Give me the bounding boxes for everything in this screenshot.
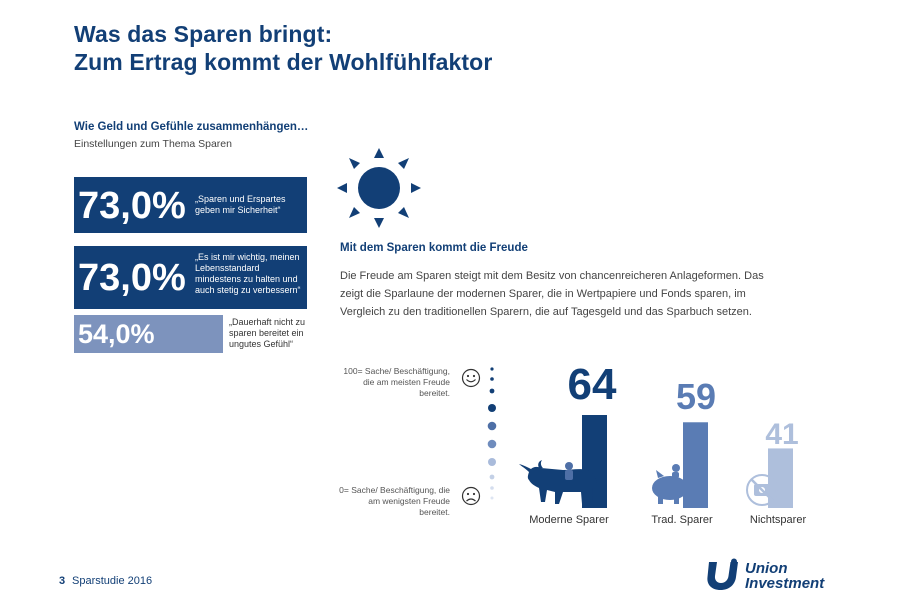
stat-value-3: 54,0% bbox=[78, 319, 155, 349]
section-heading: Mit dem Sparen kommt die Freude bbox=[340, 242, 528, 254]
category-label-trad-sparer: Trad. Sparer bbox=[651, 514, 713, 526]
no-money-icon bbox=[746, 474, 778, 506]
stat-quote-3: „Dauerhaft nicht zu sparen bereitet ein … bbox=[229, 317, 306, 349]
logo-line-2: Investment bbox=[745, 575, 825, 592]
stat-quote-2: „Es ist mir wichtig, meinen Lebensstanda… bbox=[195, 252, 301, 295]
sun-icon bbox=[337, 148, 421, 228]
logo-text: Union Investment bbox=[745, 561, 824, 591]
logo-line-1: Union bbox=[745, 560, 788, 577]
footer-text: Sparstudie 2016 bbox=[72, 575, 153, 587]
piggy-bank-icon bbox=[652, 464, 692, 504]
section-paragraph: Die Freude am Sparen steigt mit dem Besi… bbox=[340, 270, 764, 318]
page-number: 3 bbox=[59, 575, 66, 587]
smiley-happy-icon bbox=[461, 368, 481, 388]
scale-bottom-label: 0= Sache/ Beschäftigung, die am wenigste… bbox=[339, 485, 450, 517]
page-title: Was das Sparen bringt: Zum Ertrag kommt … bbox=[74, 20, 492, 76]
category-label-nichtsparer: Nichtsparer bbox=[749, 514, 807, 526]
attitudes-subheading: Einstellungen zum Thema Sparen bbox=[74, 138, 232, 150]
scale-dots bbox=[487, 367, 497, 500]
attitudes-heading: Wie Geld und Gefühle zusammenhängen… bbox=[74, 121, 309, 133]
bar-value-moderne-sparer: 64 bbox=[567, 360, 617, 409]
stat-box-1: 73,0% „Sparen und Erspartes geben mir Si… bbox=[74, 177, 307, 233]
stat-quote-1: „Sparen und Erspartes geben mir Sicherhe… bbox=[195, 194, 286, 215]
stat-value-2: 73,0% bbox=[78, 257, 186, 299]
stat-box-3: 54,0% bbox=[74, 315, 223, 353]
stat-value-1: 73,0% bbox=[78, 185, 186, 227]
title-line-1: Was das Sparen bringt: bbox=[74, 21, 333, 47]
title-line-2: Zum Ertrag kommt der Wohlfühlfaktor bbox=[74, 49, 493, 75]
bull-icon bbox=[519, 460, 597, 504]
bar-trad-sparer bbox=[683, 422, 708, 508]
bar-value-nichtsparer: 41 bbox=[765, 418, 799, 451]
stat-box-2: 73,0% „Es ist mir wichtig, meinen Lebens… bbox=[74, 246, 307, 309]
smiley-sad-icon bbox=[461, 486, 481, 506]
bar-value-trad-sparer: 59 bbox=[675, 376, 717, 417]
category-label-moderne-sparer: Moderne Sparer bbox=[529, 514, 609, 526]
union-investment-logo bbox=[707, 558, 738, 590]
scale-top-label: 100= Sache/ Beschäftigung, die am meiste… bbox=[343, 366, 450, 398]
